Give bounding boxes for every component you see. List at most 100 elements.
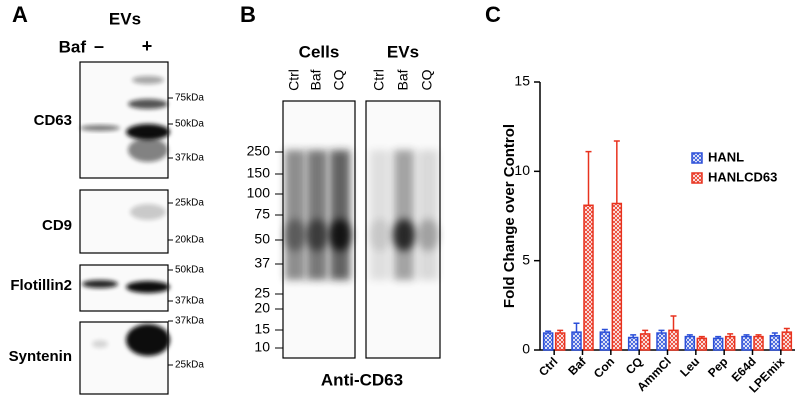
lane-band (306, 219, 328, 251)
panel-label: B (240, 2, 256, 27)
size-marker: 37kDa (175, 316, 204, 327)
lane-label: Ctrl (286, 69, 302, 91)
size-marker: 25kDa (175, 360, 204, 371)
lane-label: Baf (395, 69, 411, 90)
y-tick-label: 15 (514, 73, 530, 89)
size-marker: 20 (254, 300, 270, 316)
treatment-label: Baf (59, 37, 87, 56)
lane-smear (307, 150, 327, 280)
size-marker: 10 (254, 339, 270, 355)
size-marker: 37kDa (175, 296, 204, 307)
legend-swatch (691, 152, 703, 164)
bar (639, 333, 651, 351)
blot-band (128, 99, 168, 109)
blot-name: Syntenin (9, 348, 72, 365)
error-bar (783, 327, 790, 333)
blot-frame (79, 189, 169, 254)
bar (741, 335, 752, 351)
size-marker: 250 (247, 143, 271, 159)
size-marker: 50kDa (175, 265, 204, 276)
y-tick-label: 0 (522, 341, 530, 357)
error-bar (658, 329, 665, 334)
bar (769, 334, 781, 351)
legend-swatch (691, 172, 703, 184)
size-marker: 50 (254, 231, 270, 247)
lane-smear (370, 150, 390, 280)
blot-band (126, 324, 170, 356)
bar (753, 335, 764, 351)
error-bar (545, 330, 552, 334)
error-bar (613, 140, 620, 204)
x-tick-label: CQ (623, 354, 646, 377)
lane-smear (394, 150, 414, 280)
lane-band (393, 219, 415, 251)
size-marker: 150 (247, 165, 271, 181)
blot-header: EVs (109, 9, 141, 28)
x-tick-label: Ctrl (536, 354, 561, 379)
size-marker: 75 (254, 206, 270, 222)
error-bar (715, 335, 722, 339)
lane-label: CQ (331, 69, 347, 90)
error-bar (585, 150, 592, 206)
bar (554, 332, 566, 351)
x-tick-label: Leu (677, 354, 702, 379)
bar (712, 337, 724, 351)
blot-band (128, 138, 168, 162)
lane-band (329, 219, 351, 251)
y-axis-label: Fold Change over Control (501, 124, 518, 308)
error-bar (686, 334, 693, 337)
size-marker: 20kDa (175, 235, 204, 246)
error-bar (630, 334, 637, 338)
error-bar (698, 335, 705, 339)
group-label: Cells (299, 42, 340, 61)
y-tick-label: 5 (522, 251, 530, 267)
blot-band (82, 280, 118, 288)
lane-band (369, 219, 391, 251)
legend-label: HANL (708, 149, 744, 164)
bar (656, 332, 667, 351)
lane-smear (330, 150, 350, 280)
bar (599, 331, 611, 351)
blot-band (132, 76, 164, 84)
x-tick-label: Con (591, 354, 617, 380)
blot-name: CD63 (34, 112, 72, 129)
size-marker: 25kDa (175, 198, 204, 209)
bar (781, 331, 793, 351)
size-marker: 15 (254, 321, 270, 337)
condition-label: – (94, 36, 104, 56)
bar (571, 331, 582, 351)
panel-label: C (485, 2, 501, 27)
lane-smear (418, 150, 438, 280)
y-tick-label: 10 (514, 162, 530, 178)
condition-label: + (142, 36, 153, 56)
error-bar (743, 334, 750, 337)
bar (611, 202, 623, 351)
bar (696, 337, 708, 351)
blot-band (130, 204, 166, 220)
panel-label: A (12, 2, 28, 27)
blot-band (126, 281, 170, 293)
lane-smear (285, 150, 305, 280)
error-bar (771, 332, 778, 336)
error-bar (642, 329, 649, 334)
x-tick-label: Baf (565, 354, 589, 378)
size-marker: 37kDa (175, 153, 204, 164)
legend-label: HANLCD63 (708, 169, 777, 184)
size-marker: 37 (254, 255, 270, 271)
lane-label: Baf (308, 69, 324, 90)
error-bar (670, 315, 677, 331)
size-marker: 50kDa (175, 119, 204, 130)
bar (627, 336, 639, 351)
bar (724, 335, 736, 351)
error-bar (573, 322, 580, 333)
lane-band (284, 219, 306, 251)
blot-name: CD9 (42, 217, 72, 234)
size-marker: 75kDa (175, 93, 204, 104)
blot-caption: Anti-CD63 (321, 370, 403, 389)
bar (542, 332, 554, 351)
blot-band (126, 124, 170, 140)
blot-band (92, 340, 108, 348)
lane-band (417, 219, 439, 251)
blot-name: Flotillin2 (10, 277, 72, 294)
